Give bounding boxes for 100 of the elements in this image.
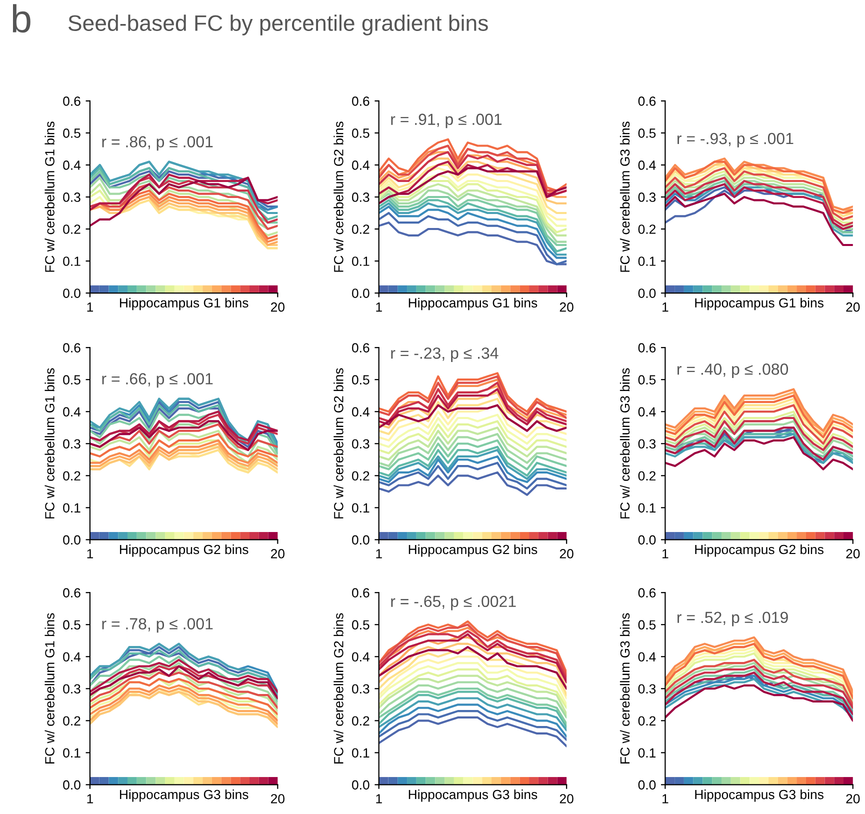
y-tick-label: 0.1 — [63, 256, 80, 266]
x-tick-label: 1 — [376, 302, 382, 312]
x-tick-label: 1 — [662, 549, 668, 558]
y-tick-label: 0.0 — [63, 780, 80, 790]
y-tick-label: 0.4 — [63, 160, 81, 170]
x-tick-label: 1 — [662, 794, 668, 804]
x-tick-label: 20 — [560, 549, 574, 558]
y-tick-label: 0.0 — [638, 535, 656, 545]
y-tick-label: 0.6 — [638, 343, 656, 352]
x-tick-label: 20 — [270, 549, 284, 558]
y-tick-label: 0.4 — [352, 407, 370, 417]
y-axis-title: FC w/ cerebellum G2 bins — [334, 368, 344, 518]
x-axis-title: Hippocampus G2 bins — [120, 544, 248, 557]
annotation: r = -.23, p ≤ .34 — [391, 348, 498, 362]
y-tick-label: 0.1 — [352, 503, 370, 513]
y-tick-label: 0.2 — [638, 716, 656, 726]
annotation: r = .52, p ≤ .019 — [678, 612, 788, 626]
annotation: r = -.93, p ≤ .001 — [678, 132, 794, 148]
y-axis-title: FC w/ cerebellum G2 bins — [334, 613, 344, 764]
y-tick-label: 0.6 — [63, 588, 80, 598]
y-axis-title: FC w/ cerebellum G1 bins — [44, 122, 54, 272]
x-tick-label: 1 — [376, 794, 382, 804]
y-tick-label: 0.3 — [638, 192, 656, 202]
y-axis-title: FC w/ cerebellum G3 bins — [620, 122, 630, 272]
y-tick-label: 0.0 — [63, 535, 80, 545]
y-tick-label: 0.3 — [638, 684, 656, 694]
y-tick-label: 0.2 — [63, 224, 80, 234]
y-tick-label: 0.0 — [352, 535, 370, 545]
y-tick-label: 0.4 — [63, 652, 81, 662]
y-tick-label: 0.0 — [638, 780, 656, 790]
y-tick-label: 0.4 — [352, 160, 370, 170]
y-tick-label: 0.6 — [63, 343, 80, 352]
y-tick-label: 0.1 — [638, 256, 656, 266]
text: b — [12, 4, 30, 33]
y-axis-title: FC w/ cerebellum G3 bins — [620, 613, 630, 764]
x-axis-title: Hippocampus G2 bins — [408, 544, 538, 557]
y-tick-label: 0.5 — [638, 620, 656, 630]
x-tick-label: 1 — [87, 549, 93, 558]
y-axis-title: FC w/ cerebellum G1 bins — [44, 613, 54, 764]
y-tick-label: 0.5 — [63, 128, 80, 138]
x-tick-label: 20 — [270, 794, 284, 804]
y-tick-label: 0.5 — [638, 128, 656, 138]
y-tick-label: 0.0 — [63, 288, 80, 298]
y-axis-title: FC w/ cerebellum G2 bins — [334, 122, 344, 272]
y-tick-label: 0.4 — [63, 407, 81, 417]
y-tick-label: 0.5 — [352, 375, 370, 385]
x-axis-title: Hippocampus G2 bins — [695, 544, 824, 557]
x-tick-label: 1 — [662, 302, 668, 312]
y-axis-title: FC w/ cerebellum G3 bins — [620, 368, 630, 518]
y-tick-label: 0.1 — [638, 503, 656, 513]
annotation: r = .78, p ≤ .001 — [102, 618, 213, 633]
x-tick-label: 20 — [846, 794, 860, 804]
y-tick-label: 0.3 — [352, 192, 370, 202]
y-tick-label: 0.6 — [352, 588, 370, 598]
annotation: r = .66, p ≤ .001 — [102, 373, 213, 388]
y-tick-label: 0.2 — [638, 471, 656, 481]
y-tick-label: 0.5 — [638, 375, 656, 385]
x-axis-title: Hippocampus G3 bins — [408, 790, 538, 802]
y-tick-label: 0.3 — [63, 192, 80, 202]
x-tick-label: 20 — [560, 302, 574, 312]
y-tick-label: 0.1 — [352, 256, 370, 266]
y-axis-title: FC w/ cerebellum G1 bins — [44, 368, 54, 518]
y-tick-label: 0.2 — [352, 224, 370, 234]
y-tick-label: 0.6 — [352, 343, 370, 352]
chart-title: Seed-based FC by percentile gradient bins — [68, 14, 488, 36]
y-tick-label: 0.4 — [638, 652, 656, 662]
annotation: r = -.65, p ≤ .0021 — [391, 596, 516, 610]
y-tick-label: 0.5 — [352, 620, 370, 630]
x-tick-label: 1 — [87, 302, 93, 312]
annotation: r = .86, p ≤ .001 — [102, 136, 213, 151]
y-tick-label: 0.6 — [352, 96, 370, 106]
annotation: r = .40, p ≤ .080 — [678, 364, 788, 378]
y-tick-label: 0.0 — [638, 288, 656, 298]
x-tick-label: 20 — [560, 794, 574, 804]
x-tick-label: 20 — [270, 302, 284, 312]
y-tick-label: 0.2 — [638, 224, 656, 234]
y-tick-label: 0.2 — [63, 716, 80, 726]
y-tick-label: 0.2 — [352, 716, 370, 726]
y-tick-label: 0.0 — [352, 780, 370, 790]
x-tick-label: 1 — [376, 549, 382, 558]
y-tick-label: 0.0 — [352, 288, 370, 298]
y-tick-label: 0.4 — [352, 652, 370, 662]
y-tick-label: 0.3 — [63, 439, 80, 449]
y-tick-label: 0.6 — [63, 96, 80, 106]
y-tick-label: 0.1 — [63, 748, 80, 758]
y-tick-label: 0.5 — [352, 128, 370, 138]
y-tick-label: 0.6 — [638, 588, 656, 598]
x-tick-label: 20 — [846, 549, 860, 558]
x-axis-title: Hippocampus G3 bins — [695, 790, 824, 802]
x-tick-label: 20 — [846, 302, 860, 312]
x-axis-title: Hippocampus G1 bins — [120, 298, 248, 310]
y-tick-label: 0.3 — [352, 439, 370, 449]
y-tick-label: 0.5 — [63, 375, 80, 385]
annotation: r = .91, p ≤ .001 — [391, 114, 502, 128]
y-tick-label: 0.3 — [638, 439, 656, 449]
y-tick-label: 0.1 — [63, 503, 80, 513]
x-axis-title: Hippocampus G1 bins — [695, 298, 824, 310]
y-tick-label: 0.5 — [63, 620, 80, 630]
y-tick-label: 0.1 — [638, 748, 656, 758]
y-tick-label: 0.1 — [352, 748, 370, 758]
